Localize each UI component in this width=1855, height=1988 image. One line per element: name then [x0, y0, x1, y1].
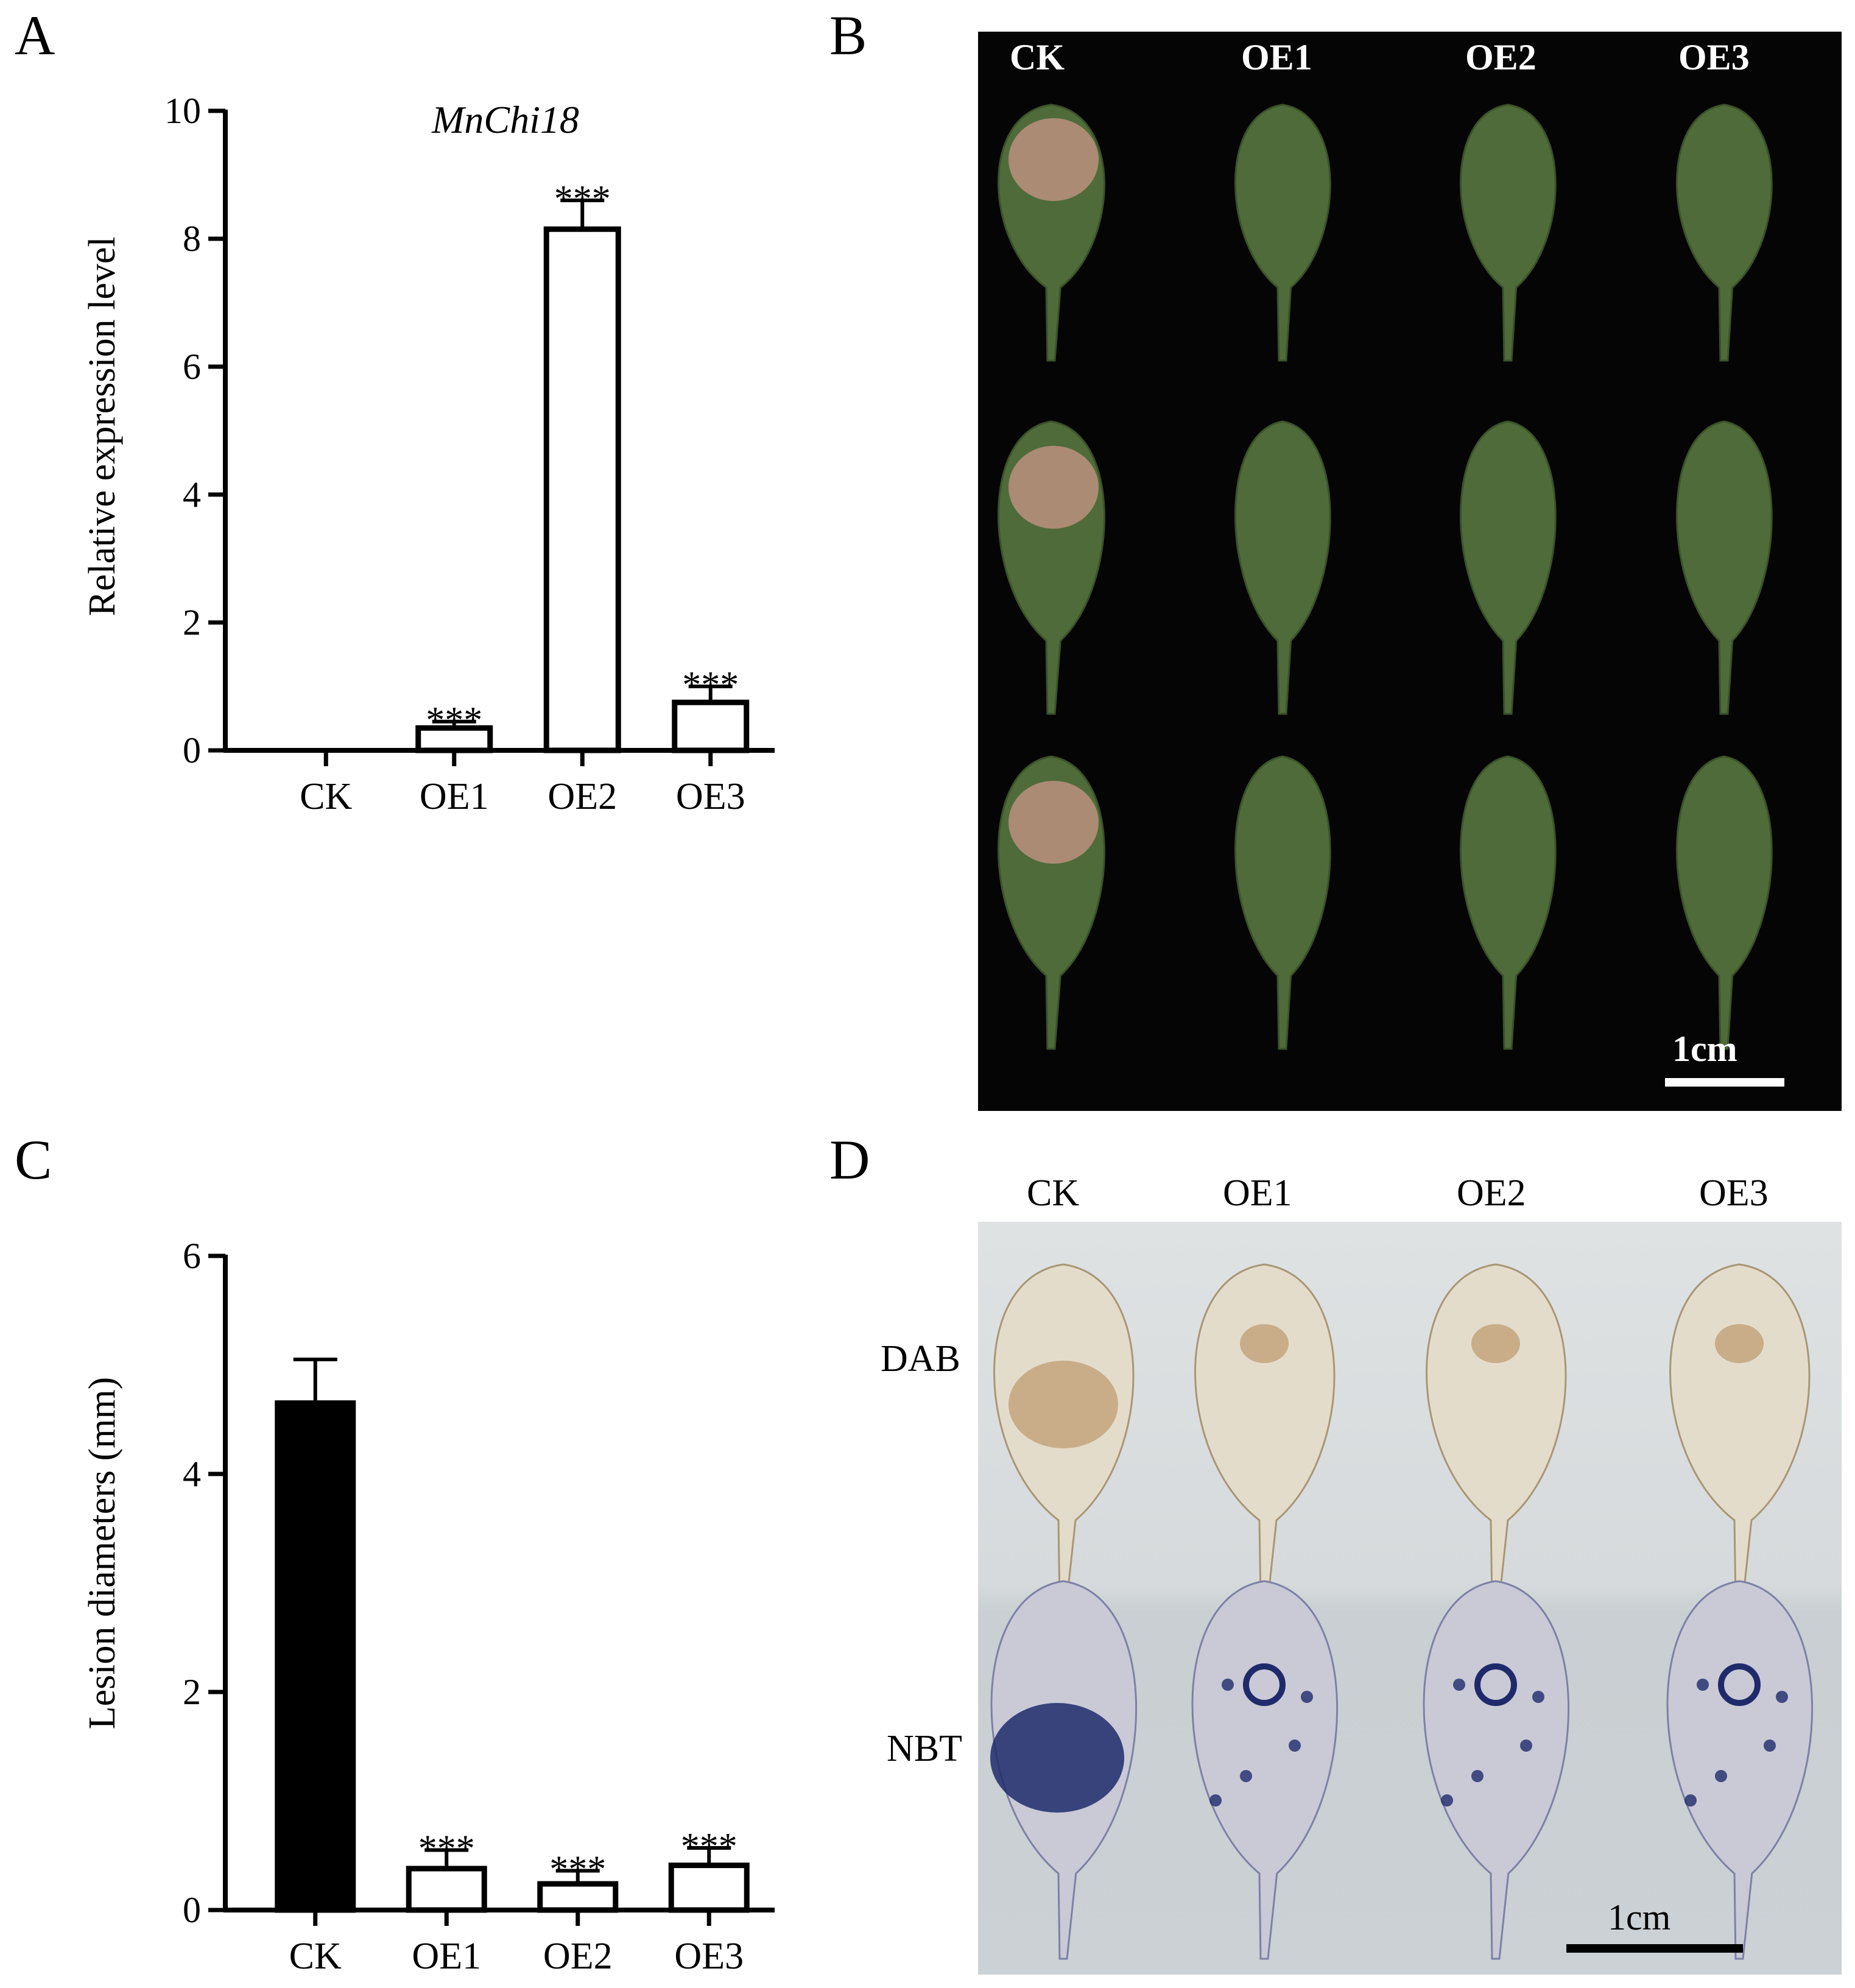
- bar: [275, 1400, 356, 1913]
- scale-bar-label: 1cm: [1672, 1029, 1737, 1069]
- x-tick-label: CK: [300, 776, 352, 817]
- panel-label-c: C: [15, 1129, 52, 1191]
- dab-stain: [1471, 1324, 1520, 1363]
- y-tick-label: 10: [164, 91, 201, 131]
- nbt-spot: [1222, 1679, 1234, 1691]
- lesion-bar-chart: Lesion diameters (mm) 0 2 4 6 CK OE1 *** OE2 ***…: [82, 1236, 775, 1977]
- leaf: [1460, 104, 1557, 362]
- leaf: [1676, 755, 1773, 1050]
- y-tick-label: 0: [183, 1890, 201, 1930]
- chart-title: MnChi18: [431, 98, 579, 141]
- scale-bar: [1665, 1078, 1784, 1087]
- significance-marker: ***: [682, 664, 739, 706]
- dab-stain: [1240, 1324, 1289, 1363]
- staining-photo: 1cm: [978, 1222, 1842, 1975]
- stained-leaf-images: [990, 1263, 1814, 1960]
- nbt-spot: [1441, 1794, 1453, 1806]
- bar: [668, 1863, 750, 1913]
- significance-marker: ***: [549, 1849, 606, 1891]
- bar: [543, 226, 621, 753]
- nbt-spot: [1532, 1691, 1544, 1703]
- panel-label-d: D: [829, 1129, 870, 1191]
- x-tick-label: OE3: [676, 776, 745, 817]
- nbt-ring: [1474, 1663, 1517, 1706]
- row-label-nbt: NBT: [887, 1728, 962, 1769]
- leaf: [1234, 104, 1331, 362]
- leaf-images: [998, 104, 1773, 1050]
- column-label-oe3: OE3: [1678, 37, 1750, 77]
- column-label-ck: CK: [1027, 1172, 1080, 1214]
- nbt-spot: [1209, 1794, 1222, 1806]
- nbt-spot: [1776, 1691, 1788, 1703]
- nbt-spot: [1301, 1691, 1313, 1703]
- x-tick-label: CK: [289, 1936, 342, 1977]
- nbt-spot: [1764, 1739, 1776, 1752]
- y-tick-label: 4: [183, 474, 201, 515]
- nbt-leaf: [1191, 1580, 1339, 1960]
- y-tick-label: 6: [183, 347, 201, 387]
- leaf: [1234, 420, 1331, 715]
- x-tick-label: OE1: [420, 776, 489, 817]
- column-label-oe1: OE1: [1223, 1172, 1292, 1214]
- x-tick-label: OE3: [674, 1936, 744, 1977]
- x-tick-label: OE2: [543, 1936, 613, 1977]
- significance-marker: ***: [426, 700, 482, 741]
- lesion: [1008, 781, 1099, 864]
- nbt-stain: [990, 1703, 1124, 1813]
- dab-leaf: [1426, 1263, 1567, 1601]
- x-tick-label: OE2: [547, 776, 617, 817]
- lesion: [1008, 118, 1099, 201]
- y-tick-label: 2: [183, 602, 201, 643]
- nbt-spot: [1240, 1770, 1252, 1782]
- column-label-ck: CK: [1010, 37, 1065, 77]
- infected-leaves-photo: CK OE1 OE2 OE3 1cm: [978, 32, 1842, 1111]
- dab-leaf: [1194, 1263, 1336, 1601]
- nbt-spot: [1715, 1770, 1727, 1782]
- y-tick-label: 2: [183, 1672, 201, 1712]
- column-label-oe1: OE1: [1241, 37, 1312, 77]
- nbt-spot: [1684, 1794, 1697, 1806]
- expression-bar-chart: MnChi18 Relative expression level 0 2 4 6 8 1…: [82, 91, 775, 817]
- significance-marker: ***: [681, 1826, 737, 1867]
- scale-bar: [1566, 1944, 1743, 1953]
- nbt-leaf: [1666, 1580, 1814, 1960]
- y-tick-label: 4: [183, 1454, 201, 1494]
- dab-stain: [1008, 1361, 1118, 1448]
- leaf: [1460, 420, 1557, 715]
- nbt-leaf: [1423, 1580, 1570, 1960]
- bar: [406, 1866, 487, 1913]
- nbt-spot: [1453, 1679, 1465, 1691]
- y-axis-label: Lesion diameters (mm): [82, 1377, 123, 1730]
- dab-stain: [1715, 1324, 1764, 1363]
- leaf: [1676, 104, 1773, 362]
- dab-leaf: [1669, 1263, 1811, 1601]
- significance-marker: ***: [554, 178, 611, 220]
- leaf: [1234, 755, 1331, 1050]
- panel-label-a: A: [15, 4, 55, 66]
- leaf: [1460, 755, 1557, 1050]
- nbt-spot: [1289, 1739, 1301, 1752]
- column-label-oe2: OE2: [1457, 1172, 1526, 1214]
- nbt-ring: [1243, 1663, 1286, 1706]
- panel-label-b: B: [829, 4, 867, 66]
- x-tick-label: OE1: [412, 1936, 481, 1977]
- bar: [672, 699, 750, 753]
- nbt-ring: [1718, 1663, 1761, 1706]
- y-tick-label: 0: [183, 730, 201, 770]
- row-label-dab: DAB: [881, 1338, 960, 1380]
- column-label-oe2: OE2: [1465, 37, 1536, 77]
- y-tick-label: 8: [183, 219, 201, 259]
- nbt-spot: [1520, 1739, 1532, 1752]
- significance-marker: ***: [418, 1828, 475, 1870]
- column-label-oe3: OE3: [1699, 1172, 1769, 1214]
- y-axis-label: Relative expression level: [82, 236, 123, 616]
- y-tick-label: 6: [183, 1236, 201, 1276]
- nbt-spot: [1697, 1679, 1709, 1691]
- lesion: [1008, 446, 1099, 529]
- scale-bar-label: 1cm: [1608, 1897, 1671, 1937]
- nbt-spot: [1471, 1770, 1484, 1782]
- leaf: [1676, 420, 1773, 715]
